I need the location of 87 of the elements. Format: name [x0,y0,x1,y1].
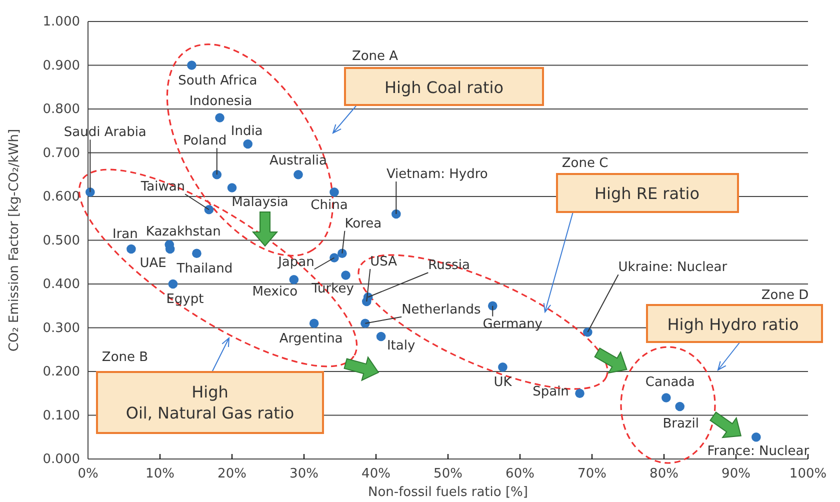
point [752,432,761,442]
annotation: Brazil [662,416,699,431]
x-tick-label: 0% [78,466,98,482]
point [187,60,196,70]
annotation: France: Nuclear [707,444,810,459]
annotation: Australia [269,153,327,168]
point [126,244,136,254]
annotation: Japan [277,254,314,270]
annotation: India [230,124,263,138]
x-tick-label: 20% [218,466,246,482]
annotation: Korea [344,216,382,231]
point [165,244,175,254]
y-tick-label: 0.600 [42,190,80,205]
annotation: Thailand [176,260,233,276]
annotation: Zone B [102,350,148,364]
point [392,209,401,219]
x-tick-label: 80% [650,466,678,482]
annotation: Argentina [279,330,343,346]
y-tick-label: 0.000 [42,452,80,468]
annotation: High Oil, Natural Gas ratio [126,382,294,422]
point [662,393,671,402]
point [243,139,252,149]
y-tick-label: 1.000 [42,14,80,30]
annotation: Spain [532,384,569,399]
y-tick-label: 0.200 [42,364,80,380]
y-tick-label: 0.100 [42,408,80,424]
point [168,279,178,289]
annotation: Iran [112,226,138,242]
point [227,183,237,192]
annotation: UK [494,374,512,390]
x-tick-label: 10% [146,466,174,482]
x-tick-label: 100% [789,466,827,482]
annotation: High RE ratio [594,184,700,202]
annotation: Zone A [352,48,398,64]
annotation: USA [370,254,398,269]
annotation: Poland [183,133,227,148]
point [583,327,592,337]
y-tick-label: 0.900 [42,58,80,74]
point [360,318,370,328]
point [212,170,222,180]
x-tick-label: 40% [362,466,390,482]
point [289,274,299,284]
point [192,248,202,258]
x-tick-label: 60% [506,466,534,482]
annotation: Ukraine: Nuclear [618,260,728,275]
x-tick-label: 30% [290,466,318,482]
point [215,113,224,122]
x-tick-label: 50% [434,466,462,482]
annotation: Germany [482,316,543,332]
annotation: Kazakhstan [146,224,221,240]
point [341,270,350,280]
annotation: Vietnam: Hydro [386,166,488,182]
point [330,187,339,197]
point [498,362,508,372]
annotation: Mexico [252,284,298,300]
point [575,388,584,398]
y-tick-label: 0.800 [42,102,80,118]
x-axis-title: Non-fossil fuels ratio [%] [368,485,528,500]
point [86,187,95,197]
point [204,204,214,214]
annotation: Zone C [562,156,608,170]
y-tick-label: 0.500 [42,233,80,248]
annotation: Italy [386,338,416,353]
point [488,301,498,311]
point [294,170,303,180]
y-axis-title: CO₂ Emission Factor [kg-CO₂/kWh] [7,128,22,352]
point [675,402,684,412]
annotation: High Hydro ratio [667,314,799,334]
annotation: Netherlands [402,302,482,317]
y-tick-label: 0.300 [42,320,80,336]
y-tick-label: 0.700 [42,146,80,161]
x-tick-label: 90% [722,466,750,482]
annotation: Malaysia [232,194,288,210]
x-tick-label: 70% [578,466,606,482]
annotation: Indonesia [189,93,252,108]
annotation: UAE [140,256,166,270]
annotation: South Africa [178,72,258,88]
annotation: High Coal ratio [384,78,504,96]
annotation: Turkey [310,280,354,296]
y-tick-label: 0.400 [42,277,80,292]
point [338,248,347,258]
annotation: Canada [645,374,695,390]
point [330,253,339,262]
annotation: Zone D [761,288,809,302]
annotation: Egypt [166,292,204,306]
point [376,332,386,342]
point [309,318,319,328]
